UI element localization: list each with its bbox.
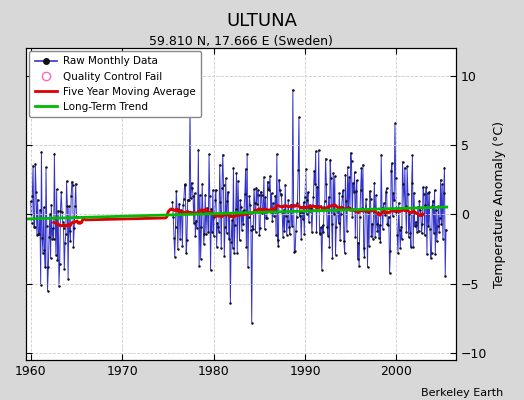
Title: 59.810 N, 17.666 E (Sweden): 59.810 N, 17.666 E (Sweden)	[149, 35, 333, 48]
Legend: Raw Monthly Data, Quality Control Fail, Five Year Moving Average, Long-Term Tren: Raw Monthly Data, Quality Control Fail, …	[29, 51, 201, 117]
Text: Berkeley Earth: Berkeley Earth	[421, 388, 503, 398]
Text: ULTUNA: ULTUNA	[226, 12, 298, 30]
Y-axis label: Temperature Anomaly (°C): Temperature Anomaly (°C)	[493, 120, 506, 288]
